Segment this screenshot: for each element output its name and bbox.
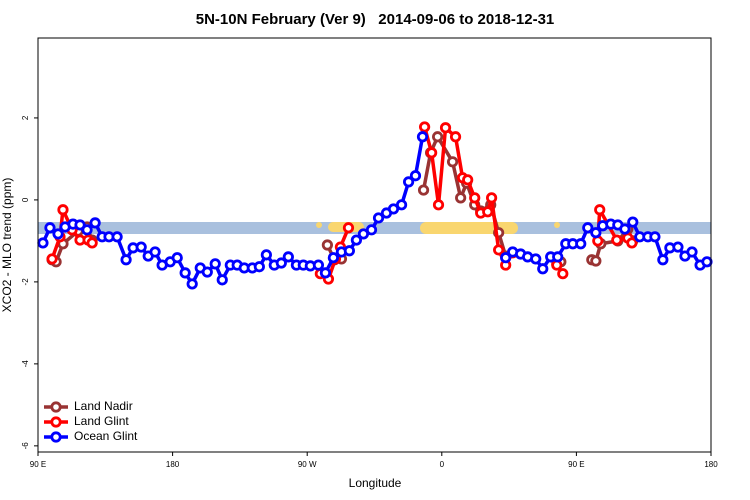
data-point (86, 237, 98, 249)
data-point (327, 252, 339, 264)
data-point (530, 253, 542, 265)
data-point (350, 234, 363, 246)
data-point (343, 245, 355, 257)
data-point (701, 256, 713, 268)
plot-area (37, 121, 713, 290)
data-point (449, 131, 462, 143)
data-point (419, 121, 431, 133)
plot-frame (37, 37, 712, 453)
data-point (81, 224, 93, 236)
data-point (590, 227, 602, 239)
data-point (171, 252, 183, 264)
data-point (462, 174, 474, 186)
data-point (74, 219, 86, 231)
y-tick-label: 2 (21, 115, 30, 120)
data-point (57, 204, 69, 216)
data-point (387, 203, 400, 215)
data-point (52, 228, 64, 240)
x-axis-label: Longitude (349, 476, 402, 490)
data-point (575, 238, 587, 250)
x-tick-label: 180 (704, 460, 718, 469)
data-point (89, 217, 101, 229)
data-point (493, 244, 505, 256)
y-axis-label: XCO2 - MLO trend (ppm) (0, 178, 14, 313)
data-point (275, 257, 287, 269)
legend-marker (50, 416, 62, 428)
legend-label: Land Nadir (74, 399, 133, 413)
data-point (416, 131, 429, 143)
data-point (627, 216, 639, 228)
y-tick-label: -2 (21, 278, 30, 286)
data-point (432, 199, 445, 211)
data-point (395, 199, 408, 211)
data-point (486, 192, 498, 204)
data-point (446, 156, 459, 168)
data-point (260, 249, 272, 261)
data-point (439, 122, 452, 134)
data-point (455, 192, 467, 204)
data-point (409, 170, 422, 182)
data-point (319, 267, 332, 279)
x-tick-label: 180 (166, 460, 180, 469)
x-tick-label: 90 E (568, 460, 584, 469)
legend-marker (50, 401, 62, 413)
data-point (312, 259, 325, 271)
data-point (594, 204, 606, 216)
data-point (365, 224, 378, 236)
land-patch (316, 222, 322, 228)
data-point (179, 267, 191, 279)
data-point (357, 228, 370, 240)
data-point (149, 246, 161, 258)
x-tick-label: 90 E (30, 460, 46, 469)
data-point (135, 241, 147, 253)
data-point (619, 223, 631, 235)
data-point (111, 231, 123, 243)
data-point (186, 278, 198, 290)
data-point (557, 268, 569, 280)
data-point (537, 263, 549, 275)
data-point (686, 246, 698, 258)
x-tick-label: 90 W (298, 460, 317, 469)
data-point (590, 255, 602, 267)
data-point (500, 252, 512, 264)
data-point (321, 239, 333, 251)
land-patch (554, 222, 560, 228)
data-point (120, 254, 132, 266)
chart-title: 5N-10N February (Ver 9) 2014-09-06 to 20… (196, 11, 555, 28)
data-point (201, 266, 213, 278)
data-point (482, 206, 494, 218)
data-point (417, 184, 430, 196)
data-point (657, 254, 669, 266)
data-point (626, 237, 638, 249)
data-point (402, 176, 415, 188)
data-point (432, 131, 444, 143)
data-point (469, 192, 481, 204)
data-point (426, 147, 438, 159)
y-tick-label: -6 (21, 442, 30, 450)
x-tick-label: 0 (440, 460, 445, 469)
legend-label: Land Glint (74, 414, 129, 428)
y-tick-label: -4 (21, 360, 30, 368)
y-tick-label: 0 (21, 197, 30, 202)
legend-marker (50, 431, 62, 443)
data-point (44, 222, 56, 234)
data-point (372, 212, 385, 224)
legend-label: Ocean Glint (74, 429, 138, 443)
data-point (209, 258, 221, 270)
data-point (282, 251, 294, 263)
data-point (216, 274, 228, 286)
data-point (611, 234, 623, 246)
data-point (253, 261, 265, 273)
data-point (649, 231, 661, 243)
data-point (672, 241, 684, 253)
series-line (41, 136, 708, 286)
data-point (552, 251, 564, 263)
data-point (46, 253, 58, 265)
data-point (37, 237, 49, 249)
data-point (582, 222, 594, 234)
data-point (342, 222, 355, 234)
